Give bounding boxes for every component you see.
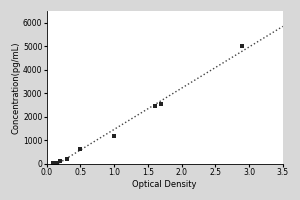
Point [51,162,56,165]
Point [152,105,157,108]
Point [240,45,245,48]
Point [112,134,116,137]
Y-axis label: Concentration(pg/mL): Concentration(pg/mL) [11,41,20,134]
Point [64,158,69,161]
Point [78,148,83,151]
Point [159,102,164,106]
X-axis label: Optical Density: Optical Density [132,180,197,189]
Point [58,159,62,162]
Point [54,161,59,164]
